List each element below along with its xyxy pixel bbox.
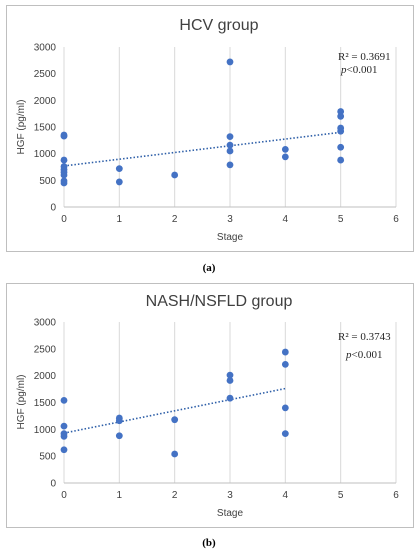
x-tick-label: 5 (338, 490, 344, 501)
y-tick-label: 2500 (34, 69, 57, 80)
data-point (281, 430, 289, 438)
data-point (60, 132, 68, 140)
y-tick-label: 1500 (34, 398, 57, 409)
y-tick-label: 0 (50, 479, 56, 490)
caption-a: (a) (203, 262, 216, 274)
chart-b-points (60, 348, 289, 458)
chart-b-x-ticks: 0 1 2 3 4 5 6 (61, 490, 399, 501)
data-point (226, 141, 234, 149)
data-point (226, 161, 234, 169)
chart-a-r2: R² = 0.3691 (338, 51, 391, 63)
y-tick-label: 2000 (34, 96, 57, 107)
chart-a-p-prefix: p (340, 64, 347, 76)
x-tick-label: 3 (227, 490, 233, 501)
data-point (281, 146, 289, 153)
data-point (226, 371, 234, 379)
chart-a-p-value: <0.001 (347, 64, 378, 76)
chart-panel-a (6, 5, 414, 252)
x-tick-label: 4 (283, 490, 289, 501)
data-point (60, 171, 68, 179)
data-point (337, 127, 345, 135)
data-point (60, 179, 68, 187)
data-point (281, 153, 289, 161)
y-tick-label: 2000 (34, 371, 57, 382)
chart-b-y-ticks: 0 500 1000 1500 2000 2500 3000 (34, 318, 57, 490)
chart-b-title: NASH/NSFLD group (146, 293, 293, 310)
data-point (60, 446, 68, 454)
chart-b-trendline (63, 387, 286, 434)
x-tick-label: 6 (393, 490, 399, 501)
data-point (115, 178, 123, 186)
data-point (171, 450, 179, 458)
x-tick-label: 0 (61, 214, 67, 225)
data-point (226, 394, 234, 402)
x-tick-label: 4 (283, 214, 289, 225)
chart-a-y-ticks: 0 500 1000 1500 2000 2500 3000 (34, 43, 57, 214)
chart-a-ylabel: HGF (pg/ml) (16, 100, 27, 155)
data-point (226, 377, 234, 384)
chart-b-ylabel: HGF (pg/ml) (16, 375, 27, 430)
y-tick-label: 1500 (34, 123, 57, 134)
x-tick-label: 2 (172, 490, 178, 501)
data-point (171, 171, 179, 179)
data-point (115, 165, 123, 173)
chart-b-pvalue: p<0.001 (345, 349, 382, 361)
data-point (226, 133, 234, 141)
x-tick-label: 0 (61, 490, 67, 501)
caption-b: (b) (202, 537, 216, 549)
data-point (281, 360, 289, 368)
data-point (281, 348, 289, 356)
chart-a-points (60, 58, 345, 187)
chart-a-trendline (63, 131, 341, 167)
data-point (337, 156, 345, 164)
chart-a-gridlines (63, 47, 397, 208)
y-tick-label: 3000 (34, 318, 57, 329)
data-point (60, 422, 68, 430)
y-tick-label: 500 (39, 452, 56, 463)
y-tick-label: 3000 (34, 43, 57, 54)
chart-b-gridlines (63, 322, 397, 484)
chart-b-p-value: <0.001 (352, 349, 383, 361)
y-tick-label: 2500 (34, 344, 57, 355)
x-tick-label: 2 (172, 214, 178, 225)
data-point (226, 58, 234, 66)
chart-a-title: HCV group (179, 17, 258, 34)
data-point (171, 416, 179, 424)
chart-a: HCV group 0 500 1000 1500 2000 2500 3000 0 1 2 3 4… (16, 17, 399, 243)
y-tick-label: 0 (50, 203, 56, 214)
data-point (60, 432, 68, 440)
data-point (226, 147, 234, 155)
data-point (115, 417, 123, 425)
x-tick-label: 3 (227, 214, 233, 225)
chart-a-pvalue: p<0.001 (340, 64, 377, 76)
x-tick-label: 6 (393, 214, 399, 225)
data-point (60, 396, 68, 404)
data-point (60, 156, 68, 164)
chart-b-r2: R² = 0.3743 (338, 331, 391, 343)
x-tick-label: 1 (117, 490, 123, 501)
chart-a-x-ticks: 0 1 2 3 4 5 6 (61, 214, 399, 225)
chart-b-p-prefix: p (345, 349, 352, 361)
data-point (337, 112, 345, 120)
y-tick-label: 500 (39, 176, 56, 187)
data-point (281, 404, 289, 412)
chart-b-xlabel: Stage (217, 508, 244, 519)
chart-b: NASH/NSFLD group 05001000150020002500300… (16, 293, 399, 519)
chart-panel-b (6, 283, 414, 528)
x-tick-label: 1 (117, 214, 123, 225)
chart-a-xlabel: Stage (217, 232, 244, 243)
data-point (115, 432, 123, 440)
y-tick-label: 1000 (34, 149, 57, 160)
y-tick-label: 1000 (34, 425, 57, 436)
data-point (337, 108, 345, 115)
x-tick-label: 5 (338, 214, 344, 225)
data-point (337, 143, 345, 151)
